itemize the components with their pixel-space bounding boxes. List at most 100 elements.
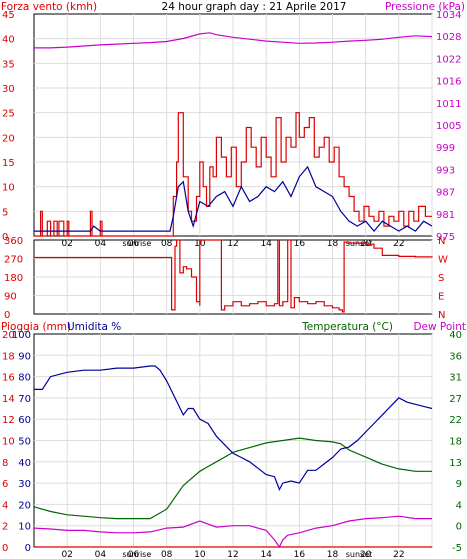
temperature-line (33, 437, 432, 520)
time-tick-label: 04 (95, 550, 107, 559)
y-tick-label: 14 (2, 394, 15, 405)
time-tick-label: 20 (360, 550, 372, 559)
sunrise-label: sunrise (122, 550, 151, 559)
y-tick-label: 0 (2, 232, 8, 243)
y-tick-label: 5 (2, 207, 8, 218)
y-tick-label: 10 (2, 183, 15, 194)
y-tick-label: 20 (2, 133, 15, 144)
y-tick-label: 1022 (436, 54, 461, 65)
y-tick-label: 40 (2, 35, 15, 46)
y-tick-label: 18 (2, 351, 15, 362)
y-tick-label: S (438, 273, 444, 284)
y-tick-label: 0 (25, 543, 31, 554)
y-tick-label: 70 (18, 394, 31, 405)
time-tick-label: 04 (95, 239, 107, 249)
wind-axis-title: Forza vento (kmh) (1, 1, 97, 13)
series-layer (33, 32, 433, 549)
y-tick-label: 60 (18, 415, 31, 426)
y-tick-label: 40 (18, 458, 31, 469)
sunset-label: sunset (346, 550, 373, 559)
y-tick-label: N (438, 236, 445, 247)
y-tick-label: 36 (449, 351, 462, 362)
y-tick-label: 360 (4, 236, 23, 247)
y-tick-label: 8 (2, 458, 8, 469)
y-tick-label: 1016 (436, 77, 461, 88)
dewpoint-axis-title: Dew Point (413, 321, 466, 333)
y-tick-label: -5 (452, 543, 462, 554)
pressure-line (34, 32, 433, 49)
y-tick-label: 30 (2, 84, 15, 95)
y-tick-label: 999 (436, 143, 455, 154)
y-tick-label: 45 (2, 10, 15, 21)
sunrise-label: sunrise (122, 239, 151, 248)
y-tick-label: 1011 (436, 99, 461, 110)
y-tick-label: 4 (456, 500, 462, 511)
time-tick-label: 14 (260, 550, 272, 559)
time-tick-label: 08 (161, 550, 173, 559)
y-tick-label: 993 (436, 165, 455, 176)
y-tick-label: 1028 (436, 32, 461, 43)
time-tick-label: 14 (260, 239, 272, 249)
y-tick-label: 10 (18, 522, 31, 533)
y-tick-label: 20 (2, 330, 15, 341)
y-tick-label: 27 (449, 394, 462, 405)
y-tick-label: 40 (449, 330, 462, 341)
y-tick-label: E (438, 292, 444, 303)
time-tick-label: 18 (327, 550, 339, 559)
wind-direction-line (34, 239, 433, 313)
time-tick-label: 22 (393, 550, 404, 559)
y-tick-label: 90 (18, 351, 31, 362)
y-tick-label: 22 (449, 415, 462, 426)
time-tick-label: 02 (61, 550, 72, 559)
y-tick-label: 20 (18, 500, 31, 511)
y-tick-label: 975 (436, 232, 455, 243)
y-tick-label: 1005 (436, 121, 461, 132)
y-tick-label: 0 (2, 543, 8, 554)
y-tick-label: 1034 (436, 10, 461, 21)
time-tick-label: 06 (128, 550, 140, 559)
y-tick-label: 90 (4, 292, 17, 303)
y-tick-label: 15 (2, 158, 15, 169)
time-tick-label: 08 (161, 239, 173, 249)
y-tick-label: W (438, 255, 448, 266)
humidity-axis-title: Umidita % (67, 321, 121, 333)
y-tick-label: 981 (436, 210, 455, 221)
time-tick-label: 10 (194, 550, 206, 559)
y-tick-label: 18 (449, 437, 462, 448)
y-tick-label: 0 (456, 522, 462, 533)
y-tick-label: 2 (2, 522, 8, 533)
y-tick-label: 180 (4, 273, 23, 284)
time-tick-label: 06 (128, 239, 140, 249)
temperature-axis-title: Temperatura (°C) (301, 321, 393, 333)
time-tick-label: 12 (227, 239, 238, 249)
y-tick-label: 25 (2, 109, 15, 120)
chart-title: 24 hour graph day : 21 Aprile 2017 (162, 1, 347, 13)
time-tick-label: 18 (327, 239, 339, 249)
y-tick-label: 6 (2, 479, 8, 490)
y-tick-label: 80 (18, 373, 31, 384)
y-tick-label: N (438, 310, 445, 321)
y-tick-label: 12 (2, 415, 15, 426)
y-tick-label: 270 (4, 255, 23, 266)
y-tick-label: 9 (456, 479, 462, 490)
y-tick-label: 35 (2, 59, 15, 70)
y-tick-label: 10 (2, 437, 15, 448)
time-tick-label: 12 (227, 550, 238, 559)
y-tick-label: 13 (449, 458, 462, 469)
y-tick-label: 16 (2, 373, 15, 384)
y-tick-label: 30 (18, 479, 31, 490)
y-tick-label: 100 (12, 330, 31, 341)
y-tick-label: 31 (449, 373, 462, 384)
time-tick-label: 22 (393, 239, 404, 249)
wind-gust-line (34, 112, 432, 237)
time-tick-label: 16 (294, 550, 306, 559)
humidity-line (34, 365, 433, 491)
y-tick-label: 50 (18, 437, 31, 448)
pressure-axis-title: Pressione (kPa) (385, 1, 465, 13)
wind-average-line (34, 165, 433, 233)
time-tick-label: 16 (294, 239, 306, 249)
dewpoint-line (33, 515, 432, 549)
y-tick-label: 0 (4, 310, 10, 321)
